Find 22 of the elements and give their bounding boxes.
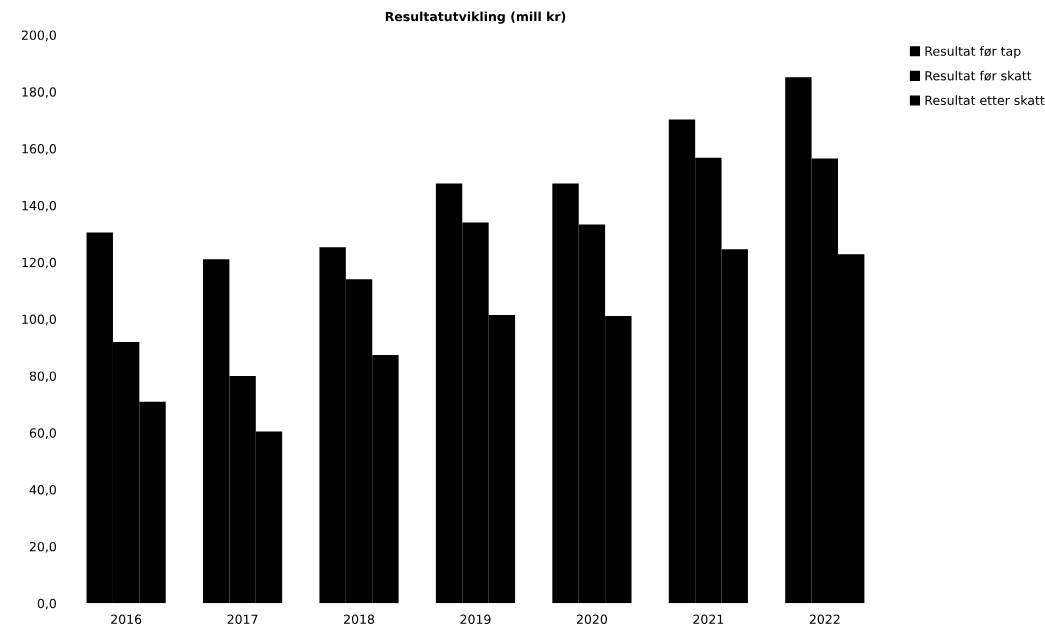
y-tick-label: 60,0 <box>29 428 56 439</box>
legend-label: Resultat før skatt <box>925 70 1032 81</box>
y-tick-label: 120,0 <box>22 257 56 269</box>
y-tick-label: 140,0 <box>22 200 56 212</box>
x-tick-label: 2018 <box>344 614 375 625</box>
y-tick-label: 0,0 <box>37 598 56 610</box>
legend-label: Resultat etter skatt <box>925 95 1045 106</box>
y-tick-label: 160,0 <box>22 144 56 155</box>
x-tick-label: 2017 <box>227 614 258 625</box>
chart-title: Resultatutvikling (mill kr) <box>385 11 566 24</box>
x-tick-label: 2021 <box>693 614 724 625</box>
y-tick-label: 80,0 <box>29 371 56 383</box>
x-tick-label: 2022 <box>809 614 840 625</box>
y-tick-label: 180,0 <box>22 87 56 98</box>
legend-label: Resultat før tap <box>925 46 1021 59</box>
y-tick-label: 40,0 <box>29 485 56 496</box>
y-tick-label: 100,0 <box>22 314 56 326</box>
y-tick-label: 200,0 <box>21 30 56 42</box>
x-tick-label: 2016 <box>111 614 142 625</box>
y-tick-label: 20,0 <box>29 541 56 553</box>
x-tick-label: 2019 <box>460 614 491 625</box>
x-tick-label: 2020 <box>576 614 607 625</box>
